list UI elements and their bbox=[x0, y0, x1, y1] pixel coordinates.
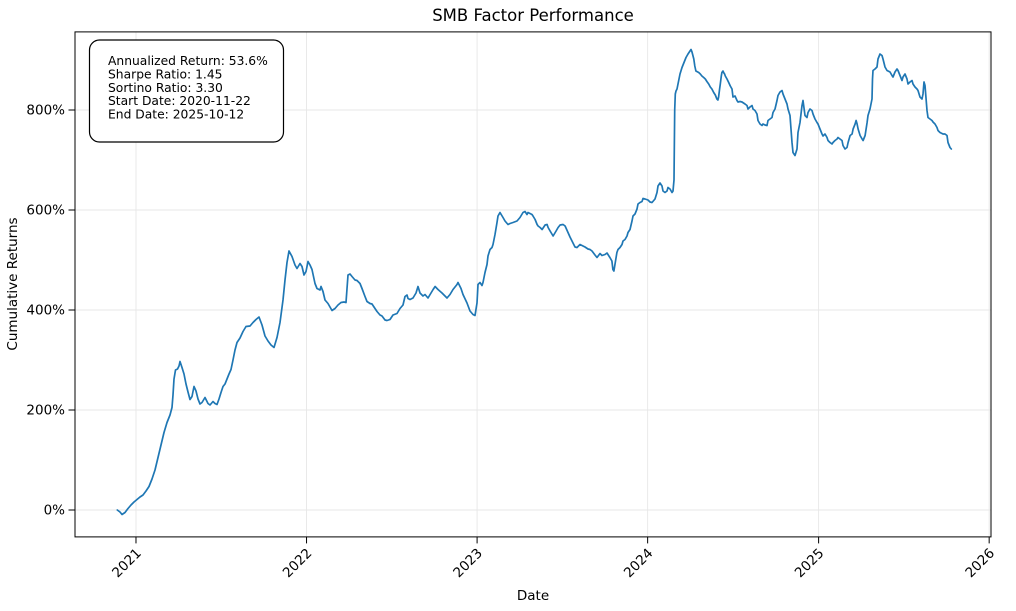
y-axis-label: Cumulative Returns bbox=[5, 217, 21, 350]
stats-box-line: Sortino Ratio: 3.30 bbox=[108, 81, 223, 95]
x-axis-ticks: 2021 2022 2023 2024 2025 2026 bbox=[109, 536, 998, 581]
plot-area-border bbox=[74, 31, 992, 538]
x-tick-label: 2025 bbox=[792, 545, 828, 581]
x-axis-label: Date bbox=[517, 588, 549, 604]
x-tick-label: 2022 bbox=[280, 545, 316, 581]
x-tick-label: 2024 bbox=[621, 545, 657, 581]
performance-series bbox=[116, 48, 953, 516]
x-tick-label: 2026 bbox=[962, 545, 998, 581]
y-tick-label: 0% bbox=[44, 503, 66, 519]
y-tick-label: 600% bbox=[26, 203, 65, 219]
y-axis-ticks: 0% 200% 400% 600% 800% bbox=[26, 103, 75, 519]
stats-box: Annualized Return: 53.6%Sharpe Ratio: 1.… bbox=[88, 39, 285, 143]
y-tick-label: 200% bbox=[26, 403, 65, 419]
stats-box-frame bbox=[88, 39, 285, 143]
x-tick-label: 2023 bbox=[450, 545, 486, 581]
stats-box-line: Annualized Return: 53.6% bbox=[108, 54, 268, 68]
performance-line bbox=[116, 48, 953, 516]
stats-box-line: End Date: 2025-10-12 bbox=[108, 108, 244, 122]
stats-box-line: Sharpe Ratio: 1.45 bbox=[108, 67, 222, 81]
stats-box-line: Start Date: 2020-11-22 bbox=[108, 94, 251, 108]
x-tick-label: 2021 bbox=[109, 545, 145, 581]
y-tick-label: 800% bbox=[26, 103, 65, 119]
chart-title: SMB Factor Performance bbox=[432, 6, 634, 25]
y-tick-label: 400% bbox=[26, 303, 65, 319]
stats-box-text: Annualized Return: 53.6%Sharpe Ratio: 1.… bbox=[108, 54, 268, 122]
